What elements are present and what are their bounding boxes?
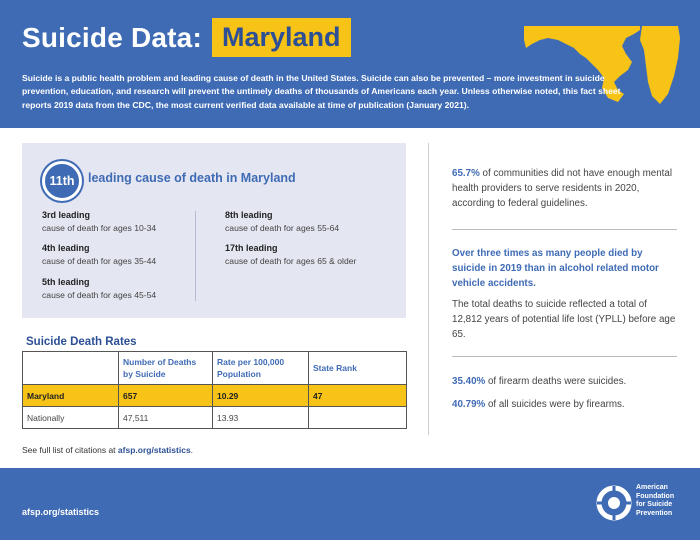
rank-item-desc: cause of death for ages 45-54 <box>42 290 157 300</box>
stat-value: 40.79% <box>452 399 486 410</box>
table-cell <box>308 406 407 429</box>
footer-link[interactable]: afsp.org/statistics <box>22 507 100 517</box>
divider <box>452 356 677 357</box>
citation-suffix: . <box>190 445 194 455</box>
table-cell: Nationally <box>22 406 119 429</box>
org-line: Foundation <box>636 492 675 500</box>
firearm-stat: 40.79% of all suicides were by firearms. <box>452 397 677 412</box>
state-name-badge: Maryland <box>211 18 351 57</box>
table-header-cell: State Rank <box>308 351 407 385</box>
column-divider <box>195 211 196 301</box>
title-text: Suicide Data: <box>22 21 202 53</box>
stat-value: 35.40% <box>452 376 486 387</box>
rank-item-label: 17th leading <box>225 243 278 253</box>
rank-item-desc: cause of death for ages 10-34 <box>42 223 157 233</box>
org-line: Prevention <box>636 509 673 517</box>
table-header-row: Number of Deaths by Suicide Rate per 100… <box>22 351 407 385</box>
rank-item-label: 4th leading <box>42 243 90 253</box>
rank-item: 5th leading cause of death for ages 45-5… <box>42 276 212 302</box>
rank-item: 4th leading cause of death for ages 35-4… <box>42 242 212 268</box>
rates-table: Number of Deaths by Suicide Rate per 100… <box>22 351 407 429</box>
rank-item: 8th leading cause of death for ages 55-6… <box>225 209 395 235</box>
rank-item-desc: cause of death for ages 55-64 <box>225 223 340 233</box>
stat-text: of firearm deaths were suicides. <box>485 376 627 387</box>
stat-text: of communities did not have enough menta… <box>452 168 673 209</box>
vertical-divider <box>428 143 429 435</box>
rank-item-desc: cause of death for ages 35-44 <box>42 256 157 266</box>
ypll-stat: The total deaths to suicide reflected a … <box>452 299 676 340</box>
table-cell: 657 <box>118 384 213 407</box>
table-header-cell: Rate per 100,000 Population <box>212 351 309 385</box>
rank-item-label: 8th leading <box>225 210 273 220</box>
provider-stat: 65.7% of communities did not have enough… <box>452 166 677 211</box>
table-cell: 13.93 <box>212 406 309 429</box>
header-banner: Suicide Data: Maryland Suicide is a publ… <box>0 0 700 128</box>
callout-stat: Over three times as many people died by … <box>452 248 659 289</box>
rank-item-label: 5th leading <box>42 277 90 287</box>
rank-item: 17th leading cause of death for ages 65 … <box>225 242 395 268</box>
stat-text: of all suicides were by firearms. <box>485 399 625 410</box>
firearm-stat: 35.40% of firearm deaths were suicides. <box>452 374 677 389</box>
table-cell: 47 <box>308 384 407 407</box>
rank-badge: 11th <box>42 161 82 201</box>
rank-item-label: 3rd leading <box>42 210 91 220</box>
rank-item: 3rd leading cause of death for ages 10-3… <box>42 209 212 235</box>
table-cell: 10.29 <box>212 384 309 407</box>
lifebuoy-logo-icon <box>596 485 632 521</box>
table-row: Maryland 657 10.29 47 <box>22 384 407 407</box>
rank-heading: leading cause of death in Maryland <box>88 171 296 185</box>
maryland-map-icon <box>524 26 680 104</box>
footer: afsp.org/statistics American Foundation … <box>0 468 700 540</box>
table-row: Nationally 47,511 13.93 <box>22 406 407 429</box>
table-header-cell: Number of Deaths by Suicide <box>118 351 213 385</box>
rank-item-desc: cause of death for ages 65 & older <box>225 256 357 266</box>
intro-paragraph: Suicide is a public health problem and l… <box>22 73 621 110</box>
org-line: American <box>636 484 668 491</box>
divider <box>452 229 677 230</box>
table-header-cell <box>22 351 119 385</box>
org-logo-text: American Foundation for Suicide Preventi… <box>636 484 674 518</box>
leading-cause-panel: 11th leading cause of death in Maryland … <box>22 143 406 318</box>
table-cell: Maryland <box>22 384 119 407</box>
org-line: for Suicide <box>636 501 673 509</box>
table-cell: 47,511 <box>118 406 213 429</box>
stat-value: 65.7% <box>452 168 480 179</box>
page-title: Suicide Data: Maryland <box>22 18 351 57</box>
rates-title: Suicide Death Rates <box>26 336 137 348</box>
citation-note: See full list of citations at afsp.org/s… <box>22 445 193 455</box>
citation-link[interactable]: afsp.org/statistics <box>117 445 191 455</box>
citation-prefix: See full list of citations at <box>22 445 118 455</box>
